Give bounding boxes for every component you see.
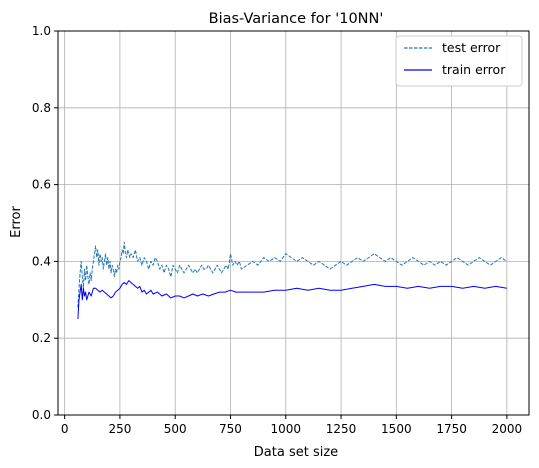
legend: test error train error — [395, 35, 523, 87]
x-tick-label-2: 500 — [164, 422, 187, 436]
grid-lines — [58, 30, 529, 416]
y-tick-label-5: 1.0 — [32, 24, 51, 38]
x-tick-label-7: 1750 — [436, 422, 467, 436]
x-tick-label-5: 1250 — [326, 422, 357, 436]
x-tick-label-0: 0 — [61, 422, 69, 436]
legend-label-train-error: train error — [442, 62, 506, 77]
y-axis-label: Error — [9, 206, 24, 238]
plot-area: 0 250 500 750 1000 1250 1500 1750 2000 0.0 0.2 0.4… — [32, 24, 530, 436]
series-layer — [77, 241, 508, 320]
x-tick-label-6: 1500 — [381, 422, 412, 436]
y-tick-label-2: 0.4 — [32, 254, 51, 268]
y-tick-label-4: 0.8 — [32, 101, 51, 115]
plot-background — [58, 31, 529, 415]
series-line-test-error — [77, 241, 508, 308]
x-axis-ticks: 0 250 500 750 1000 1250 1500 1750 2000 — [61, 415, 522, 436]
x-axis-label: Data set size — [254, 445, 338, 460]
y-axis-ticks: 0.0 0.2 0.4 0.6 0.8 1.0 — [32, 24, 58, 422]
chart-title: Bias-Variance for '10NN' — [209, 11, 384, 27]
x-tick-label-8: 2000 — [492, 422, 523, 436]
x-tick-label-4: 1000 — [270, 422, 301, 436]
y-tick-label-3: 0.6 — [32, 178, 51, 192]
legend-label-test-error: test error — [442, 40, 501, 55]
y-tick-label-1: 0.2 — [32, 331, 51, 345]
x-tick-label-3: 750 — [219, 422, 242, 436]
plot-frame — [57, 30, 530, 416]
series-line-train-error — [77, 280, 507, 320]
x-tick-label-1: 250 — [108, 422, 131, 436]
y-tick-label-0: 0.0 — [32, 408, 51, 422]
